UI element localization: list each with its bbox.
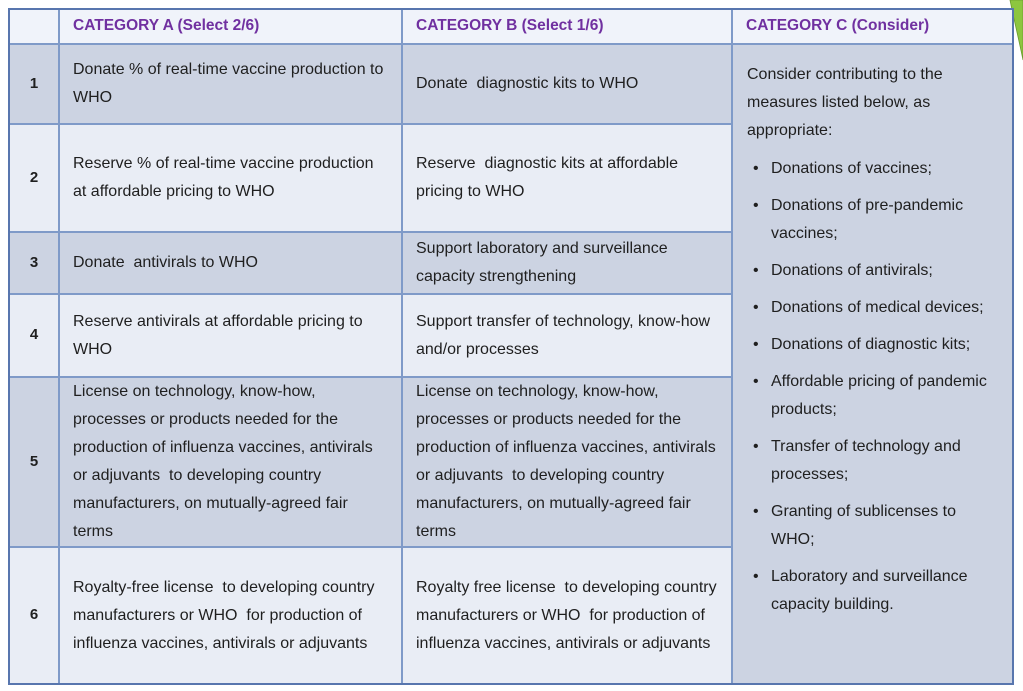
category-c-list: Donations of vaccines; Donations of pre-… [747, 155, 1000, 619]
category-b-row-5: License on technology, know-how, process… [403, 378, 731, 546]
categories-table: CATEGORY A (Select 2/6) CATEGORY B (Sele… [8, 8, 1014, 685]
category-b-row-6: Royalty free license to developing count… [403, 548, 731, 683]
category-b-row-4: Support transfer of technology, know-how… [403, 295, 731, 376]
category-c-item: Donations of diagnostic kits; [747, 331, 1000, 359]
header-category-c: CATEGORY C (Consider) [733, 10, 1012, 43]
row-number-4: 4 [10, 295, 58, 376]
category-a-row-1: Donate % of real-time vaccine production… [60, 45, 401, 123]
header-corner-cell [10, 10, 58, 43]
row-number-5: 5 [10, 378, 58, 546]
category-c-item: Donations of medical devices; [747, 294, 1000, 322]
row-number-2: 2 [10, 125, 58, 231]
row-number-6: 6 [10, 548, 58, 683]
header-category-a: CATEGORY A (Select 2/6) [60, 10, 401, 43]
category-c-item: Granting of sublicenses to WHO; [747, 498, 1000, 554]
category-c-item: Transfer of technology and processes; [747, 433, 1000, 489]
category-c-item: Donations of pre-pandemic vaccines; [747, 192, 1000, 248]
category-c-item: Affordable pricing of pandemic products; [747, 368, 1000, 424]
category-b-row-3: Support laboratory and surveillance capa… [403, 233, 731, 293]
category-a-row-4: Reserve antivirals at affordable pricing… [60, 295, 401, 376]
category-a-row-3: Donate antivirals to WHO [60, 233, 401, 293]
category-a-row-2: Reserve % of real-time vaccine productio… [60, 125, 401, 231]
category-c-cell: Consider contributing to the measures li… [733, 45, 1012, 683]
category-c-intro: Consider contributing to the measures li… [747, 66, 943, 139]
row-number-3: 3 [10, 233, 58, 293]
header-category-b: CATEGORY B (Select 1/6) [403, 10, 731, 43]
category-c-item: Donations of antivirals; [747, 257, 1000, 285]
category-b-row-1: Donate diagnostic kits to WHO [403, 45, 731, 123]
category-b-row-2: Reserve diagnostic kits at affordable pr… [403, 125, 731, 231]
category-c-item: Donations of vaccines; [747, 155, 1000, 183]
category-c-item: Laboratory and surveillance capacity bui… [747, 563, 1000, 619]
category-a-row-6: Royalty-free license to developing count… [60, 548, 401, 683]
category-a-row-5: License on technology, know-how, process… [60, 378, 401, 546]
row-number-1: 1 [10, 45, 58, 123]
